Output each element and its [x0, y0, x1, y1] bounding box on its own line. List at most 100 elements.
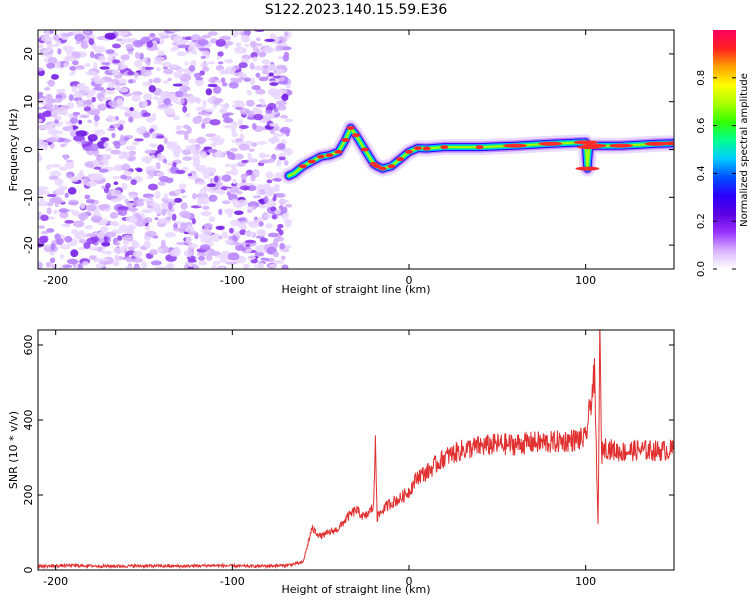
noise-cell: [75, 65, 85, 70]
noise-cell: [246, 220, 256, 225]
noise-cell: [88, 38, 95, 46]
noise-cell: [275, 89, 288, 94]
noise-cell: [93, 247, 99, 251]
noise-cell: [119, 87, 129, 93]
noise-cell: [262, 65, 269, 69]
snr-y-tick-label: 400: [22, 410, 35, 431]
spectrogram-x-tick-label: -100: [220, 274, 245, 287]
noise-cell: [143, 240, 152, 249]
noise-cell: [162, 158, 168, 164]
noise-cell: [53, 34, 60, 42]
noise-cell: [156, 171, 165, 177]
noise-cell: [233, 121, 238, 128]
snr-y-axis-label: SNR (10 * v/v): [7, 411, 20, 489]
noise-cell: [72, 111, 81, 116]
noise-cell: [234, 242, 241, 247]
noise-cell: [101, 241, 111, 247]
snr-x-tick-label: 0: [406, 575, 413, 588]
noise-cell: [175, 169, 186, 174]
noise-cell: [44, 86, 51, 91]
noise-cell: [200, 62, 209, 69]
noise-cell: [176, 51, 186, 57]
noise-cell: [229, 148, 239, 152]
noise-cell: [166, 112, 176, 116]
noise-cell: [274, 185, 280, 192]
noise-cell: [113, 247, 125, 254]
noise-cell: [157, 50, 165, 56]
noise-cell: [169, 250, 181, 257]
noise-cell: [275, 192, 287, 198]
noise-cell: [268, 72, 275, 77]
ridge-peak: [609, 143, 633, 148]
noise-cell: [200, 152, 208, 159]
noise-cell: [267, 232, 279, 238]
noise-cell: [77, 263, 83, 269]
noise-cell: [223, 125, 235, 129]
noise-cell: [179, 183, 187, 190]
noise-cell: [209, 119, 221, 126]
noise-cell: [118, 78, 127, 84]
noise-cell: [181, 195, 188, 199]
noise-cell: [40, 230, 49, 235]
noise-cell: [82, 85, 90, 93]
noise-cell: [245, 249, 252, 253]
noise-cell: [275, 100, 287, 106]
noise-cell: [187, 266, 194, 269]
noise-cell: [124, 198, 130, 204]
noise-cell: [98, 55, 106, 63]
noise-cell: [183, 249, 194, 258]
snr-x-tick-label: -200: [43, 575, 68, 588]
noise-cell: [76, 83, 84, 89]
noise-cell: [130, 216, 138, 224]
noise-cell: [188, 65, 196, 72]
noise-cell: [182, 105, 188, 113]
noise-cell: [40, 36, 53, 42]
noise-cell: [121, 163, 131, 171]
noise-cell: [256, 141, 267, 145]
noise-cell: [219, 104, 230, 108]
noise-cell: [47, 44, 52, 53]
noise-cell: [50, 110, 56, 116]
noise-cell: [224, 208, 234, 215]
noise-cell: [202, 117, 212, 124]
snr-series-line: [38, 330, 674, 570]
noise-cell: [53, 209, 59, 215]
noise-cell: [265, 171, 274, 179]
noise-cell: [131, 94, 141, 102]
noise-cell: [145, 60, 151, 66]
noise-cell: [129, 206, 137, 213]
noise-cell: [232, 178, 237, 185]
noise-cell: [54, 178, 64, 186]
noise-cell: [172, 161, 177, 168]
noise-cell: [213, 99, 221, 106]
noise-cell: [212, 139, 224, 146]
noise-cell: [85, 180, 98, 187]
colorbar-ticks: 0.0 0.2 0.4 0.6 0.8: [696, 70, 736, 277]
noise-cell: [253, 65, 264, 71]
noise-cell: [45, 98, 55, 104]
noise-cell: [199, 244, 211, 251]
noise-cell: [153, 96, 159, 101]
noise-cell: [279, 242, 286, 250]
noise-cell: [85, 204, 97, 212]
spectrogram-y-tick-label: -20: [22, 236, 35, 254]
noise-cell: [71, 229, 78, 235]
noise-cell: [95, 263, 105, 269]
noise-cell: [118, 209, 128, 216]
noise-cell: [136, 111, 142, 115]
noise-cell: [236, 183, 245, 187]
ridge-peak: [573, 140, 598, 145]
noise-cell: [93, 45, 106, 54]
noise-cell: [221, 200, 231, 205]
noise-cell: [93, 77, 103, 83]
noise-cell: [142, 66, 155, 71]
noise-cell: [205, 167, 217, 175]
noise-cell: [141, 156, 152, 163]
ridge-peak: [575, 166, 600, 171]
noise-cell: [233, 30, 238, 36]
noise-cell: [255, 72, 261, 78]
noise-cell: [157, 98, 163, 106]
noise-cell: [231, 132, 238, 138]
noise-cell: [277, 223, 284, 229]
noise-cell: [243, 186, 249, 191]
